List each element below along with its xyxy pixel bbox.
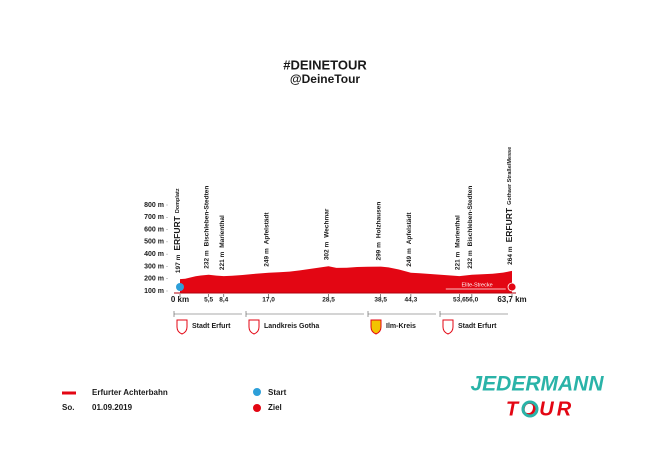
x-tick-label: 28,5 — [322, 297, 335, 304]
region-crest — [248, 319, 260, 335]
start-label: Start — [268, 388, 287, 397]
y-tick-label: 400 m — [144, 251, 164, 258]
start-marker — [176, 283, 184, 291]
y-tick-label: 100 m — [144, 288, 164, 295]
date: 01.09.2019 — [92, 403, 133, 412]
y-tick-label: 700 m — [144, 214, 164, 221]
waypoint-label: 299 m Holzhausen — [375, 202, 382, 261]
start-icon — [253, 388, 261, 396]
waypoint-name: Marienthal — [218, 215, 225, 248]
waypoint-label: 302 m Wechmar — [323, 208, 330, 260]
waypoint-elevation: 221 m — [454, 251, 461, 270]
waypoint-name: ERFURT — [504, 207, 514, 242]
waypoint-detail: Gothaer Straße/Messe — [507, 147, 513, 205]
chart-title: #DEINETOUR — [283, 57, 367, 72]
waypoint-name: Holzhausen — [375, 202, 382, 239]
y-tick-label: 300 m — [144, 263, 164, 270]
chart-subtitle: @DeineTour — [290, 72, 360, 86]
waypoint-elevation: 232 m — [203, 250, 210, 269]
x-tick-label: 8,4 — [219, 297, 228, 304]
waypoint-detail: Domplatz — [175, 188, 181, 213]
x-tick-label: 38,5 — [374, 297, 387, 304]
waypoint-elevation: 264 m — [507, 246, 514, 265]
waypoint-elevation: 299 m — [375, 242, 382, 261]
logo-bottom: TOUR — [506, 398, 574, 420]
elevation-area — [180, 266, 512, 293]
legend-label: Erfurter Achterbahn — [92, 388, 168, 397]
waypoint-name: Wechmar — [323, 208, 330, 238]
waypoint-label: 197 m ERFURT Domplatz — [172, 188, 182, 273]
logo-ring — [521, 400, 539, 418]
waypoint-elevation: 249 m — [263, 248, 270, 267]
region-label: Stadt Erfurt — [192, 323, 231, 330]
waypoint-label: 232 m Bischleben-Stedten — [467, 186, 474, 269]
waypoint-elevation: 221 m — [218, 251, 225, 270]
finish-icon — [253, 404, 261, 412]
waypoint-name: Apfelstädt — [406, 212, 413, 245]
region-label: Ilm-Kreis — [386, 323, 416, 330]
finish-marker — [507, 282, 517, 292]
waypoint-elevation: 302 m — [323, 242, 330, 261]
y-tick-label: 600 m — [144, 226, 164, 233]
waypoint-name: ERFURT — [172, 215, 182, 250]
waypoint-elevation: 197 m — [175, 254, 182, 273]
x-tick-label: 53,6 — [453, 297, 466, 304]
region-label: Landkreis Gotha — [264, 323, 319, 330]
region-crest — [442, 319, 454, 335]
x-tick-label: 44,3 — [405, 297, 418, 304]
x-tick-label: 17,0 — [262, 297, 275, 304]
x-tick-label: 0 km — [171, 295, 189, 304]
route-label: Elite-Strecke — [461, 282, 492, 288]
region-label: Stadt Erfurt — [458, 323, 497, 330]
x-tick-label: 5,5 — [204, 297, 213, 304]
waypoint-label: 249 m Apfelstädt — [406, 212, 413, 267]
waypoint-name: Apfelstädt — [263, 212, 270, 245]
x-tick-label: 56,0 — [466, 297, 479, 304]
finish-label: Ziel — [268, 403, 282, 412]
waypoint-label: 221 m Marienthal — [454, 215, 461, 270]
y-tick-label: 200 m — [144, 276, 164, 283]
region-crest — [176, 319, 188, 335]
date-day: So. — [62, 403, 74, 412]
x-tick-label: 63,7 km — [497, 295, 526, 304]
waypoint-name: Bischleben-Stedten — [203, 186, 210, 247]
waypoint-elevation: 232 m — [467, 250, 474, 269]
waypoint-name: Marienthal — [454, 215, 461, 248]
region-crest — [370, 319, 382, 335]
waypoint-label: 221 m Marienthal — [218, 215, 225, 270]
waypoint-label: 232 m Bischleben-Stedten — [203, 186, 210, 269]
waypoint-name: Bischleben-Stedten — [467, 186, 474, 247]
y-tick-label: 500 m — [144, 239, 164, 246]
waypoint-label: 249 m Apfelstädt — [263, 212, 270, 267]
waypoint-label: 264 m ERFURT Gothaer Straße/Messe — [504, 147, 514, 265]
logo-top: JEDERMANN — [470, 373, 604, 396]
waypoint-elevation: 249 m — [406, 248, 413, 267]
y-tick-label: 800 m — [144, 202, 164, 209]
